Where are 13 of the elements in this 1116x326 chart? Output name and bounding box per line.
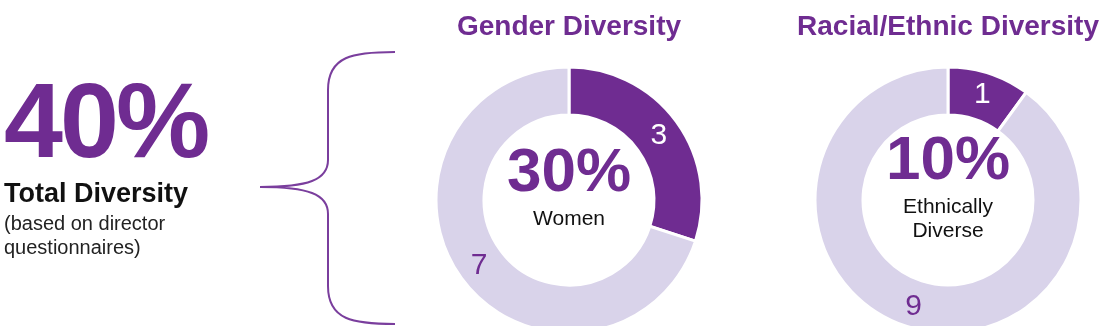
data-label: 3 xyxy=(650,116,668,150)
text: Total Diversity xyxy=(4,178,190,209)
text: 30% xyxy=(506,135,632,204)
data-label: 1 xyxy=(973,76,991,110)
text: Women xyxy=(533,206,605,229)
chart-title: Racial/Ethnic Diversity xyxy=(797,10,1100,41)
text: (based on director questionnaires) xyxy=(4,211,167,259)
data-label: 9 xyxy=(905,287,923,321)
text: 10% xyxy=(885,123,1011,192)
text: Ethnically Diverse xyxy=(903,194,994,241)
text: 40% xyxy=(4,61,209,179)
chart-title: Gender Diversity xyxy=(456,10,682,41)
data-label: 7 xyxy=(470,247,488,281)
